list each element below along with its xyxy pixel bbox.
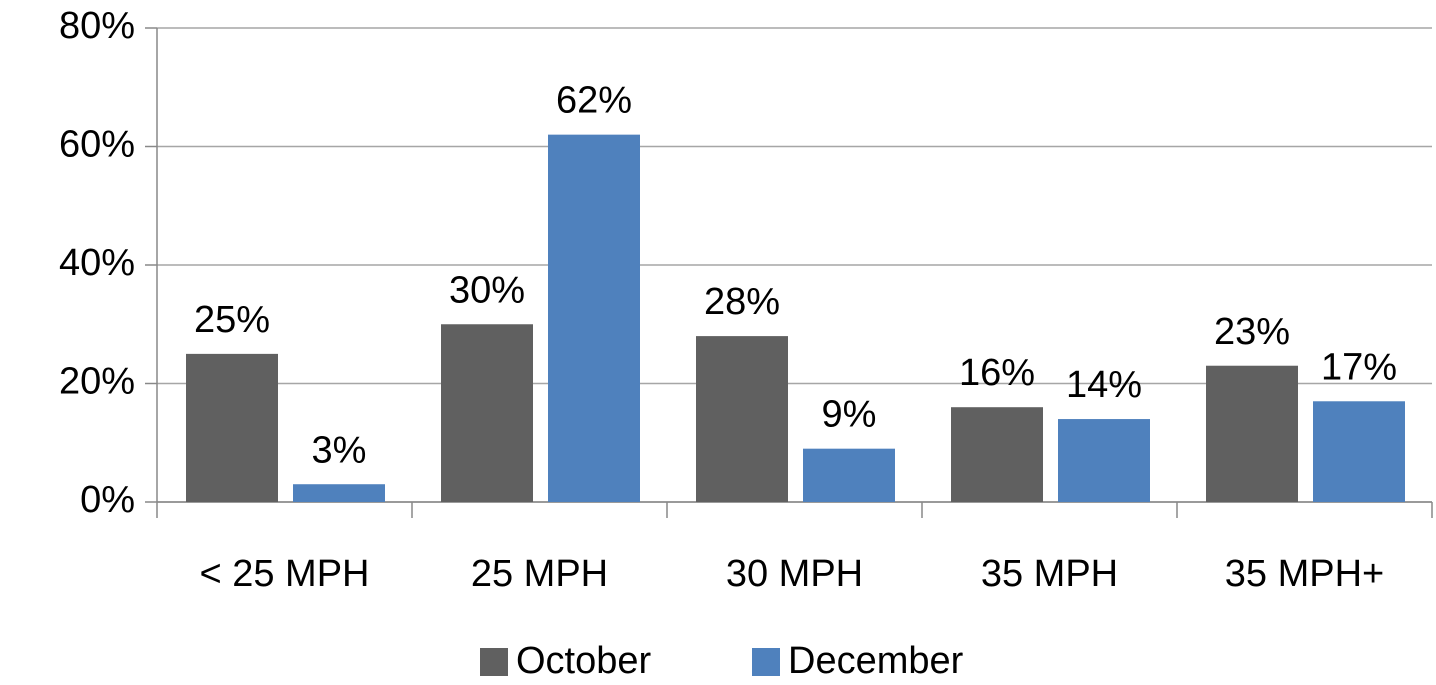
y-tick-label: 80% [59,5,135,47]
y-tick-label: 20% [59,361,135,403]
bar [1313,401,1405,502]
x-tick-label: 35 MPH [981,553,1118,595]
y-tick-label: 40% [59,242,135,284]
y-tick-label: 60% [59,124,135,166]
x-tick-label: 35 MPH+ [1225,553,1384,595]
value-label: 25% [194,299,270,341]
x-tick-label: 30 MPH [726,553,863,595]
value-label: 62% [556,80,632,122]
value-label: 17% [1321,346,1397,388]
bar [1206,365,1298,502]
value-label: 30% [449,269,525,311]
legend-swatch [480,648,508,676]
bar [696,336,788,502]
bar [293,484,385,502]
legend-swatch [752,648,780,676]
value-label: 28% [704,281,780,323]
bar [186,353,278,502]
value-label: 3% [312,429,367,471]
value-label: 16% [959,352,1035,394]
bar [1058,419,1150,502]
legend-label: December [788,640,964,682]
bar [803,448,895,502]
value-label: 23% [1214,311,1290,353]
bar [548,134,640,502]
y-tick-label: 0% [80,479,135,521]
value-label: 14% [1066,364,1142,406]
x-tick-label: < 25 MPH [199,553,369,595]
bar [441,324,533,502]
bar [951,407,1043,502]
legend-label: October [516,640,652,682]
x-tick-label: 25 MPH [471,553,608,595]
value-label: 9% [822,394,877,436]
